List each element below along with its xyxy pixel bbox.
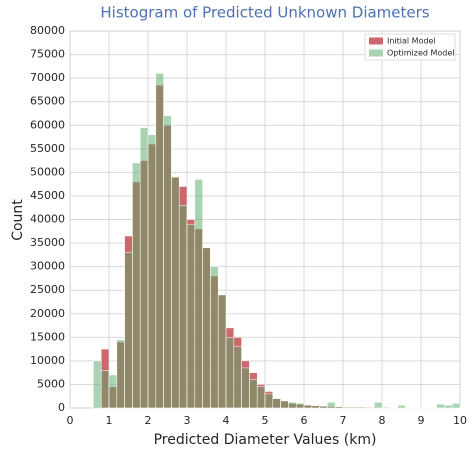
y-tick-label: 0	[58, 401, 65, 414]
histogram-bar	[381, 406, 391, 409]
x-tick-label: 4	[223, 414, 230, 427]
y-tick-label: 30000	[30, 260, 65, 273]
legend-swatch	[369, 37, 383, 45]
histogram-bar	[139, 127, 149, 409]
histogram-bar	[366, 407, 375, 409]
y-tick-label: 75000	[30, 48, 65, 61]
histogram-bar	[225, 337, 235, 409]
x-tick-label: 10	[453, 414, 467, 427]
y-tick-label: 25000	[30, 283, 65, 296]
histogram-bar	[311, 405, 320, 409]
histogram-bar	[342, 406, 352, 409]
y-tick-label: 60000	[30, 118, 65, 131]
histogram-bar	[194, 179, 203, 409]
y-tick-label: 40000	[30, 213, 65, 226]
histogram-bar	[303, 404, 313, 409]
y-tick-label: 80000	[30, 24, 65, 37]
histogram-bar	[280, 400, 289, 409]
histogram-bar	[210, 266, 219, 409]
histogram-bar	[163, 115, 172, 409]
y-tick-label: 50000	[30, 165, 65, 178]
histogram-bar	[264, 393, 274, 409]
histogram-bar	[373, 402, 383, 409]
histogram-bar	[256, 386, 266, 409]
x-tick-label: 3	[184, 414, 191, 427]
legend-label: Optimized Model	[387, 49, 455, 58]
histogram-bar	[186, 223, 196, 409]
histogram-bar	[350, 406, 359, 409]
histogram-bar	[241, 367, 250, 409]
y-tick-label: 35000	[30, 236, 65, 249]
histogram-bar	[295, 403, 305, 409]
x-tick-label: 7	[340, 414, 347, 427]
x-tick-label: 6	[301, 414, 308, 427]
histogram-bar	[116, 339, 125, 409]
x-tick-label: 1	[106, 414, 113, 427]
histogram-bar	[444, 404, 453, 409]
histogram-bar	[202, 247, 211, 409]
histogram-bar	[436, 403, 445, 409]
y-tick-label: 10000	[30, 354, 65, 367]
y-tick-label: 15000	[30, 330, 65, 343]
y-tick-label: 45000	[30, 189, 65, 202]
y-tick-label: 55000	[30, 142, 65, 155]
histogram-bar	[171, 176, 180, 409]
histogram-bar	[178, 205, 188, 409]
chart-title: Histogram of Predicted Unknown Diameters	[100, 4, 429, 22]
histogram-bar	[100, 370, 110, 409]
y-tick-label: 20000	[30, 307, 65, 320]
histogram-bar	[132, 162, 141, 409]
x-tick-label: 5	[262, 414, 269, 427]
histogram-bar	[272, 398, 281, 409]
histogram-bar	[358, 406, 367, 409]
legend-label: Initial Model	[387, 37, 436, 46]
histogram-bar	[288, 402, 297, 409]
y-axis-label: Count	[10, 199, 26, 241]
histogram-bar	[327, 402, 336, 409]
legend-swatch	[369, 49, 383, 57]
histogram-bar	[451, 403, 461, 409]
x-axis-label: Predicted Diameter Values (km)	[154, 432, 377, 448]
histogram-bar	[217, 294, 227, 409]
histogram-bar	[124, 252, 133, 409]
histogram-bar	[147, 134, 157, 409]
y-tick-label: 65000	[30, 95, 65, 108]
histogram-bar	[397, 404, 406, 409]
histogram-bar	[108, 374, 118, 409]
x-tick-label: 9	[418, 414, 425, 427]
histogram-bar	[233, 346, 242, 409]
y-tick-label: 70000	[30, 71, 65, 84]
histogram-bar	[334, 406, 344, 409]
x-tick-label: 0	[67, 414, 74, 427]
histogram-bar	[249, 379, 258, 409]
histogram-bar	[155, 73, 164, 409]
x-tick-label: 8	[379, 414, 386, 427]
y-tick-label: 5000	[37, 377, 65, 390]
histogram-bar	[319, 405, 328, 409]
x-tick-label: 2	[145, 414, 152, 427]
histogram-bar	[93, 360, 102, 409]
